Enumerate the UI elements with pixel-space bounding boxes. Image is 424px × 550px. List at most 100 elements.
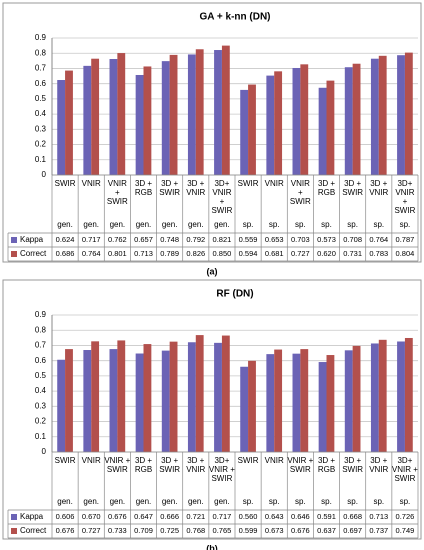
panel-label: (a)	[207, 266, 218, 276]
category-label: 3D +	[135, 456, 152, 465]
table-value: 0.804	[396, 249, 415, 258]
subcategory-label: sp.	[373, 220, 384, 229]
bar	[161, 61, 170, 175]
bar	[221, 335, 230, 452]
table-value: 0.789	[160, 249, 179, 258]
category-label: VNIR +	[104, 456, 130, 465]
y-tick-label: 0.2	[35, 140, 47, 149]
category-label: SWIR	[159, 188, 180, 197]
subcategory-label: sp.	[321, 220, 332, 229]
table-value: 0.620	[317, 249, 336, 258]
bar	[318, 87, 327, 175]
table-value: 0.646	[291, 512, 310, 521]
table-value: 0.657	[134, 235, 153, 244]
bar	[195, 335, 204, 452]
table-value: 0.717	[213, 512, 232, 521]
table-value: 0.737	[369, 526, 388, 535]
y-tick-label: 0.8	[35, 48, 47, 57]
bar	[248, 84, 256, 175]
bar	[135, 353, 144, 452]
bar	[326, 80, 335, 175]
subcategory-label: gen.	[83, 497, 99, 506]
category-label: SWIR	[159, 465, 180, 474]
category-label: 3D+	[397, 179, 412, 188]
category-label: 3D +	[187, 179, 204, 188]
table-value: 0.733	[108, 526, 127, 535]
bar	[57, 359, 66, 452]
legend-label: Correct	[20, 249, 47, 258]
y-tick-label: 0.1	[35, 155, 47, 164]
subcategory-label: sp.	[400, 220, 411, 229]
category-label: VNIR	[108, 179, 127, 188]
category-label: VNIR +	[287, 456, 313, 465]
table-value: 0.668	[343, 512, 362, 521]
category-label: 3D +	[187, 456, 204, 465]
table-value: 0.768	[186, 526, 205, 535]
category-label: VNIR	[265, 179, 284, 188]
category-label: VNIR	[82, 179, 101, 188]
category-label: 3D +	[318, 456, 335, 465]
y-tick-label: 0.7	[35, 341, 47, 350]
bar	[187, 54, 196, 175]
table-value: 0.681	[265, 249, 284, 258]
subcategory-label: gen.	[188, 220, 204, 229]
table-value: 0.748	[160, 235, 179, 244]
table-value: 0.850	[213, 249, 232, 258]
table-value: 0.599	[239, 526, 258, 535]
bar	[300, 64, 309, 175]
table-value: 0.643	[265, 512, 284, 521]
y-tick-label: 0.2	[35, 417, 47, 426]
table-value: 0.653	[265, 235, 284, 244]
y-tick-label: 0.6	[35, 356, 47, 365]
category-label: SWIR	[55, 179, 76, 188]
subcategory-label: gen.	[136, 497, 152, 506]
panel-label: (b)	[206, 543, 218, 550]
bar	[169, 54, 178, 175]
category-label: VNIR	[369, 188, 388, 197]
bar	[65, 349, 73, 452]
bar	[274, 349, 283, 452]
table-value: 0.717	[82, 235, 101, 244]
category-label: VNIR	[395, 188, 414, 197]
subcategory-label: gen.	[162, 220, 178, 229]
bar	[240, 366, 249, 452]
bar	[109, 349, 118, 452]
bar	[214, 50, 222, 175]
bar	[214, 342, 222, 452]
subcategory-label: sp.	[269, 220, 280, 229]
category-label: VNIR	[82, 456, 101, 465]
category-label: SWIR	[55, 456, 76, 465]
bar	[404, 337, 413, 452]
y-tick-label: 0.3	[35, 401, 47, 410]
category-label: 3D +	[344, 456, 361, 465]
subcategory-label: sp.	[347, 220, 358, 229]
category-label: 3D +	[135, 179, 152, 188]
legend-swatch	[11, 251, 17, 257]
bar	[221, 45, 230, 175]
bar	[370, 343, 379, 452]
legend-label: Kappa	[20, 512, 44, 521]
category-label: RGB	[135, 188, 152, 197]
table-value: 0.709	[134, 526, 153, 535]
category-label: SWIR	[107, 197, 128, 206]
chart-title: RF (DN)	[216, 289, 253, 300]
bar	[370, 58, 379, 175]
panel-border	[2, 279, 422, 540]
bar	[326, 355, 335, 452]
chart-title: GA + k-nn (DN)	[199, 12, 270, 23]
category-label: SWIR	[211, 206, 232, 215]
category-label: VNIR	[291, 179, 310, 188]
category-label: 3D +	[370, 456, 387, 465]
subcategory-label: gen.	[110, 220, 126, 229]
bar	[397, 341, 405, 452]
subcategory-label: sp.	[373, 497, 384, 506]
bar	[378, 339, 387, 452]
table-value: 0.801	[108, 249, 127, 258]
bar	[352, 345, 361, 452]
y-tick-label: 0	[42, 170, 47, 179]
table-value: 0.606	[56, 512, 75, 521]
table-value: 0.676	[108, 512, 127, 521]
table-value: 0.826	[186, 249, 205, 258]
legend-swatch	[11, 237, 17, 243]
